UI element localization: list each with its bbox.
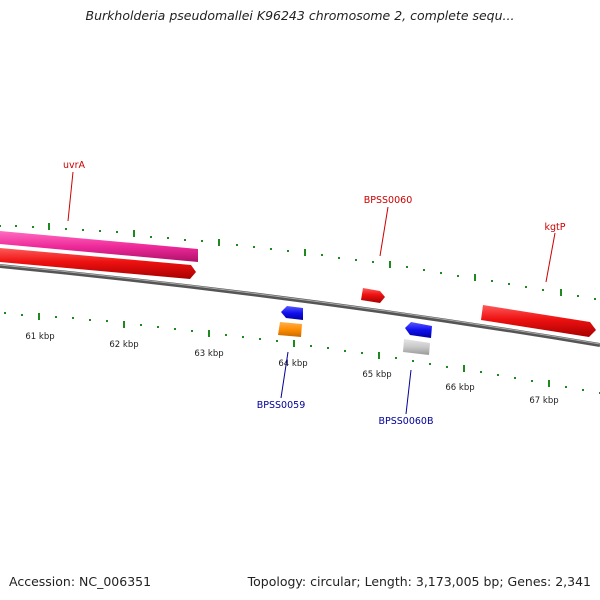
scale-label: 61 kbp: [25, 332, 54, 342]
scale-label: 62 kbp: [109, 340, 138, 350]
gene-BPSS0059-orange[interactable]: [278, 322, 302, 337]
gene-BPSS0060B-blue[interactable]: [405, 322, 432, 338]
gene-label-BPSS0059[interactable]: BPSS0059: [257, 400, 305, 411]
scale-label: 64 kbp: [278, 359, 307, 369]
gene-BPSS0060B-grey[interactable]: [403, 339, 430, 355]
gene-BPSS0059-blue[interactable]: [281, 306, 303, 320]
accession-label: Accession: NC_006351: [9, 574, 152, 589]
map-title: Burkholderia pseudomallei K96243 chromos…: [85, 8, 515, 23]
gene-labels: uvrA BPSS0060 kgtP BPSS0059 BPSS0060B: [63, 160, 566, 427]
scale-label: 65 kbp: [362, 370, 391, 380]
scale-label: 63 kbp: [194, 349, 223, 359]
gene-uvrA[interactable]: [0, 248, 196, 279]
lower-tick-row: [4, 312, 600, 394]
scale-labels: 61 kbp 62 kbp 63 kbp 64 kbp 65 kbp 66 kb…: [25, 332, 558, 406]
lower-track-genes: [278, 306, 432, 355]
upper-track-genes: [0, 231, 596, 337]
gene-BPSS0060[interactable]: [361, 288, 385, 303]
label-leaders: [67, 171, 556, 415]
gene-label-BPSS0060B[interactable]: BPSS0060B: [378, 416, 433, 427]
gene-label-uvrA[interactable]: uvrA: [63, 160, 86, 171]
scale-label: 67 kbp: [529, 396, 558, 406]
genome-summary-label: Topology: circular; Length: 3,173,005 bp…: [247, 574, 591, 589]
gene-uvrA-pink[interactable]: [0, 231, 198, 262]
upper-tick-row: [0, 223, 596, 300]
scale-label: 66 kbp: [445, 383, 474, 393]
gene-label-kgtP[interactable]: kgtP: [545, 222, 566, 233]
gene-kgtP[interactable]: [481, 305, 596, 337]
backbone: [0, 264, 600, 347]
gene-label-BPSS0060[interactable]: BPSS0060: [364, 195, 412, 206]
